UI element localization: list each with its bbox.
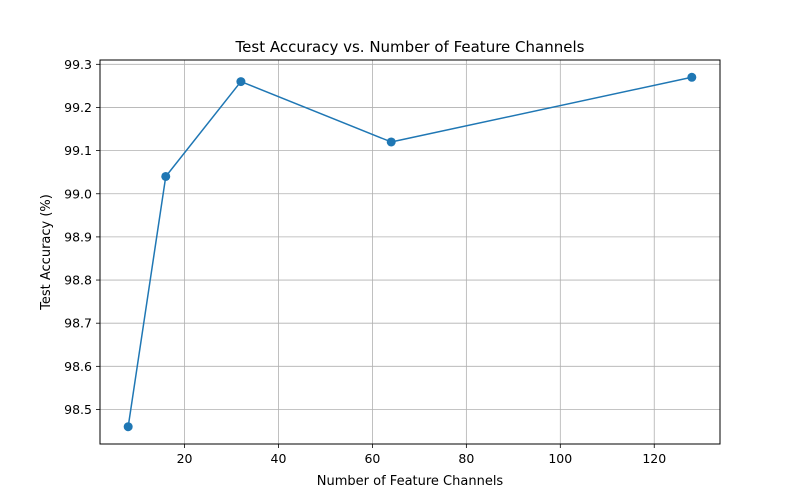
- ticks: 20 40 60 80 100 120 98.5 98.6 98.7 98.8 98.9 99.0 99…: [64, 57, 666, 466]
- data-point: [161, 171, 171, 181]
- x-tick-label: 20: [177, 451, 193, 466]
- plot-frame: [99, 59, 721, 445]
- grid: [100, 60, 720, 444]
- x-tick-label: 40: [271, 451, 287, 466]
- y-tick-label: 98.5: [64, 402, 92, 417]
- y-tick-label: 98.6: [64, 359, 92, 374]
- data-point: [123, 422, 133, 432]
- y-tick-label: 99.3: [64, 57, 92, 72]
- data-point: [386, 137, 396, 147]
- x-tick-label: 60: [364, 451, 380, 466]
- y-tick-label: 99.0: [64, 186, 92, 201]
- x-tick-label: 80: [458, 451, 474, 466]
- x-tick-label: 120: [642, 451, 666, 466]
- data-point: [236, 77, 246, 87]
- y-axis-label: Test Accuracy (%): [39, 194, 54, 311]
- y-tick-label: 98.7: [64, 316, 92, 331]
- y-tick-label: 99.1: [64, 143, 92, 158]
- series-layer: [123, 72, 697, 432]
- x-tick-label: 100: [548, 451, 572, 466]
- y-tick-label: 98.9: [64, 229, 92, 244]
- data-point: [687, 72, 697, 82]
- chart-title: Test Accuracy vs. Number of Feature Chan…: [235, 38, 585, 56]
- y-tick-label: 99.2: [64, 100, 92, 115]
- y-tick-label: 98.8: [64, 273, 92, 288]
- x-axis-label: Number of Feature Channels: [317, 474, 504, 489]
